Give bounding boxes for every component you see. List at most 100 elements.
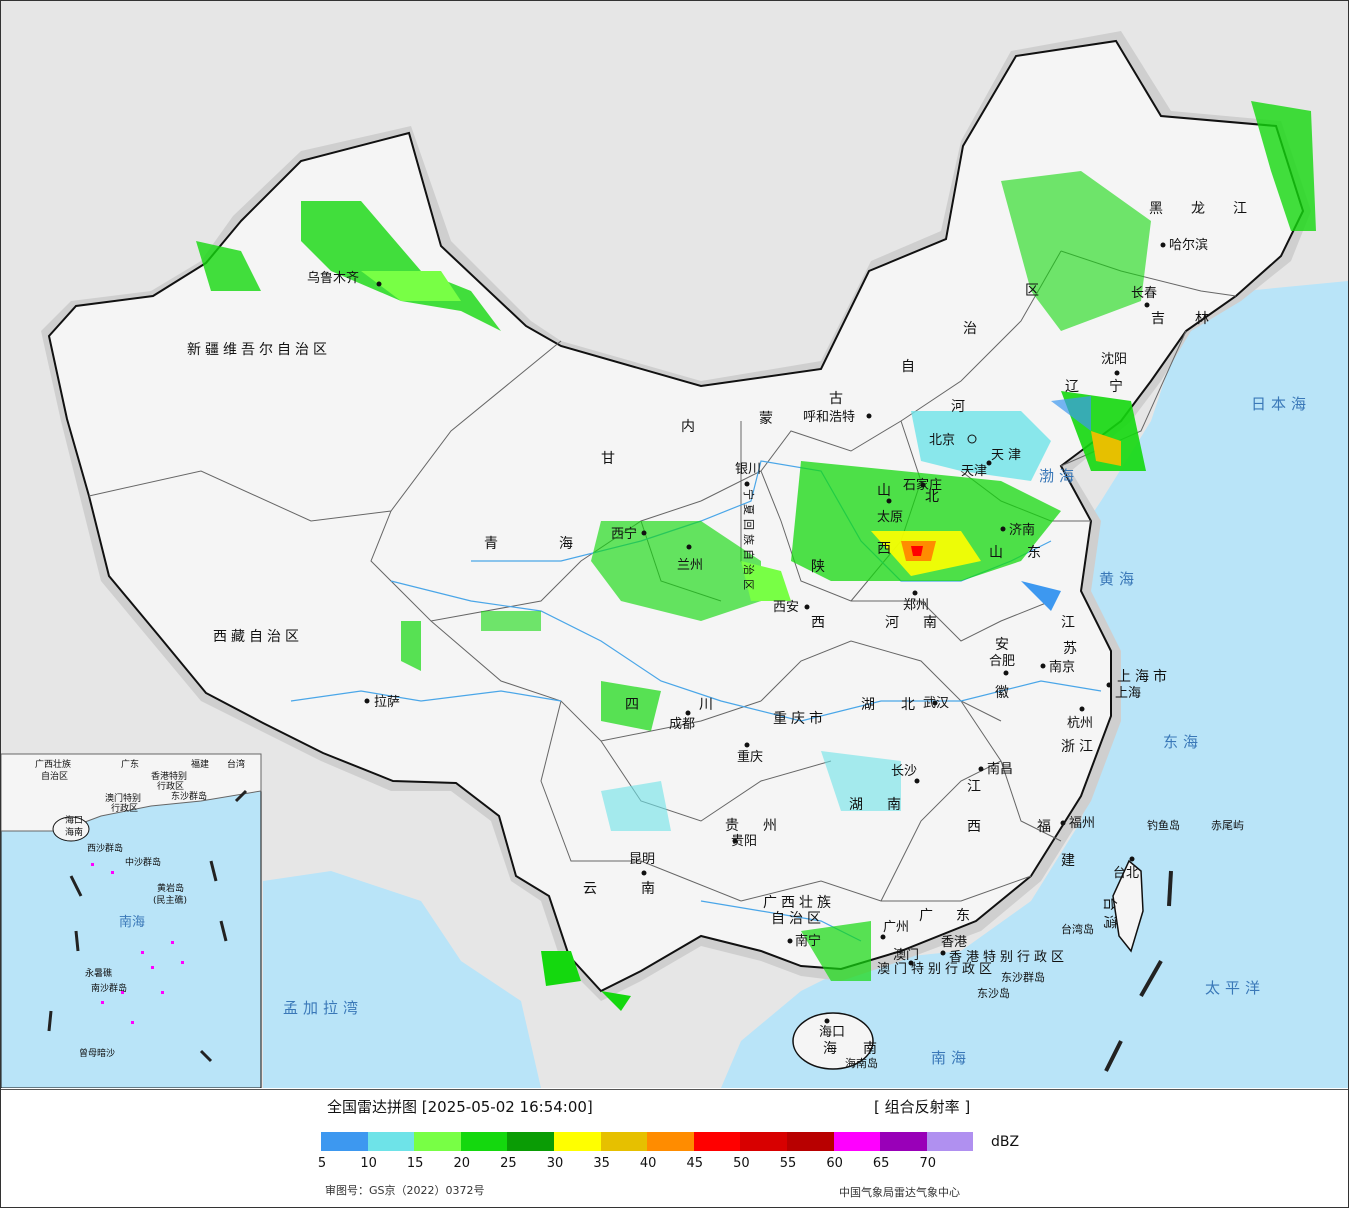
label-henan-2: 南 [923,615,941,631]
label-fujian-2: 建 [1061,853,1079,869]
scale-tick: 10 [360,1156,377,1171]
label-shaanxi-1: 陕 [811,559,829,575]
city-beijing: 北京 [929,433,955,448]
city-tianjin: 天津 [961,464,987,479]
label-chongqing: 重庆市 [773,710,827,727]
inset-hk: 香港特别 [151,770,187,782]
legend-panel: 全国雷达拼图 [2025-05-02 16:54:00] [ 组合反射率 ] d… [1,1089,1348,1207]
label-shanghai-prov: 上海市 [1117,668,1171,685]
label-hainan-2: 南 [863,1041,881,1057]
label-liaoning-2: 宁 [1109,378,1127,395]
island-dongsha-group: 东沙群岛 [1001,970,1045,984]
scale-cell-12 [880,1132,927,1151]
label-jiangxi-1: 江 [967,779,985,795]
inset-minzhu: (民主礁) [153,894,187,906]
city-labels: 乌鲁木齐 拉萨 西宁 兰州 银川 呼和浩特 北京 天津 石家庄 太原 济南 西安… [307,237,1208,1040]
city-harbin: 哈尔滨 [1169,237,1208,253]
scale-cell-1 [367,1132,415,1151]
label-xinjiang: 新疆维吾尔自治区 [187,342,331,358]
color-scale [321,1132,974,1151]
label-anhui-1: 安 [995,637,1013,653]
label-heilongjiang-2: 龙 [1191,201,1209,217]
inset-south-sea: 南海 [119,914,145,930]
label-hainan-1: 海 [823,1041,841,1057]
label-sichuan-2: 川 [699,697,717,713]
label-tianjin-prov: 天津 [991,448,1025,463]
city-kunming: 昆明 [629,852,655,867]
label-heilongjiang-1: 黑 [1149,201,1167,217]
label-sichuan-1: 四 [625,697,643,713]
sea-yellow: 黄海 [1099,570,1139,588]
label-ningxia: 宁夏回族自治区 [742,489,756,594]
inset-macau: 澳门特别 [105,792,141,804]
label-hk-region: 香港特别行政区 [949,950,1068,965]
legend-product: [ 组合反射率 ] [874,1098,971,1116]
sea-bohai: 渤海 [1039,467,1079,485]
label-jiangsu-2: 苏 [1063,641,1081,657]
label-shandong-2: 东 [1027,545,1045,561]
city-nanning: 南宁 [795,933,821,949]
label-yunnan-1: 云 [583,881,601,897]
inset-huangyan: 黄岩岛 [157,882,184,894]
sea-area [721,281,1348,1088]
sea-pacific: 太平洋 [1205,979,1265,997]
label-jilin-1: 吉 [1151,311,1169,327]
sea-east: 东海 [1163,733,1203,751]
scale-cell-13 [926,1132,974,1151]
island-chiwei: 赤尾屿 [1211,819,1244,832]
label-shandong-1: 山 [989,545,1007,561]
city-xian: 西安 [773,600,799,615]
south-china-sea-inset [1,753,262,1088]
inset-xisha: 西沙群岛 [87,842,123,854]
island-taiwan: 台湾岛 [1061,922,1094,936]
inset-zizhiqu: 自治区 [41,770,68,782]
inset-zengmu: 曾母暗沙 [79,1047,115,1059]
legend-unit: dBZ [991,1134,1020,1150]
city-haikou: 海口 [819,1025,845,1040]
scale-cell-8 [693,1132,741,1151]
label-shaanxi-2: 西 [811,615,829,631]
scale-tick: 25 [500,1156,517,1171]
city-nanchang: 南昌 [987,761,1013,777]
label-guangxi-1: 广西壮族 [763,895,835,911]
taiwan-island [1112,859,1144,953]
city-chengdu: 成都 [669,717,695,732]
scale-tick: 45 [686,1156,704,1171]
scale-tick: 15 [406,1156,424,1171]
scale-cell-4 [507,1132,554,1151]
scale-cell-5 [553,1132,601,1151]
scale-cell-2 [414,1132,461,1151]
inset-hainan: 海南 [65,826,83,838]
city-zhengzhou: 郑州 [903,598,929,613]
city-hongkong: 香港 [941,935,967,950]
city-hefei: 合肥 [989,654,1015,669]
label-hubei-1: 湖 [861,697,879,713]
scale-tick: 20 [453,1156,471,1171]
label-neimeng-3: 古 [829,391,847,407]
label-hunan-2: 南 [887,797,905,813]
label-guangdong-1: 广 [919,908,937,924]
city-shijiazhuang: 石家庄 [903,477,942,493]
label-taiwan-prov: 台湾 [1101,897,1118,933]
legend-title: 全国雷达拼图 [2025-05-02 16:54:00] [327,1098,593,1116]
city-markers [364,242,1166,1024]
province-labels: 新疆维吾尔自治区 西藏自治区 青 海 甘 四 川 云 南 贵 州 广西壮族 自治… [187,201,1247,1057]
city-chongqing: 重庆 [737,749,763,765]
city-hohhot: 呼和浩特 [803,410,855,425]
label-neimeng-4: 自 [901,359,919,375]
sea-labels: 日本海 渤海 黄海 东海 太平洋 南海 孟加拉湾 [283,395,1306,1067]
data-credit: 中国气象局雷达气象中心 [839,1186,960,1199]
inset-labels: 广西壮族 自治区 广东 福建 台湾 香港特别 行政区 澳门特别 行政区 东沙群岛… [35,758,245,1059]
scale-cell-9 [740,1132,787,1151]
map-approval-number: 审图号：GS京（2022）0372号 [325,1184,485,1197]
label-neimeng-1: 内 [681,419,699,435]
inset-guangdong: 广东 [121,758,139,770]
label-jiangxi-2: 西 [967,819,985,835]
label-gansu: 甘 [601,451,619,467]
dash-lines [1104,870,1173,1072]
label-jiangsu-1: 江 [1061,615,1079,631]
city-changchun: 长春 [1131,286,1157,301]
scale-tick: 50 [733,1156,750,1171]
label-neimeng-2: 蒙 [759,411,777,427]
scale-tick: 40 [639,1156,657,1171]
